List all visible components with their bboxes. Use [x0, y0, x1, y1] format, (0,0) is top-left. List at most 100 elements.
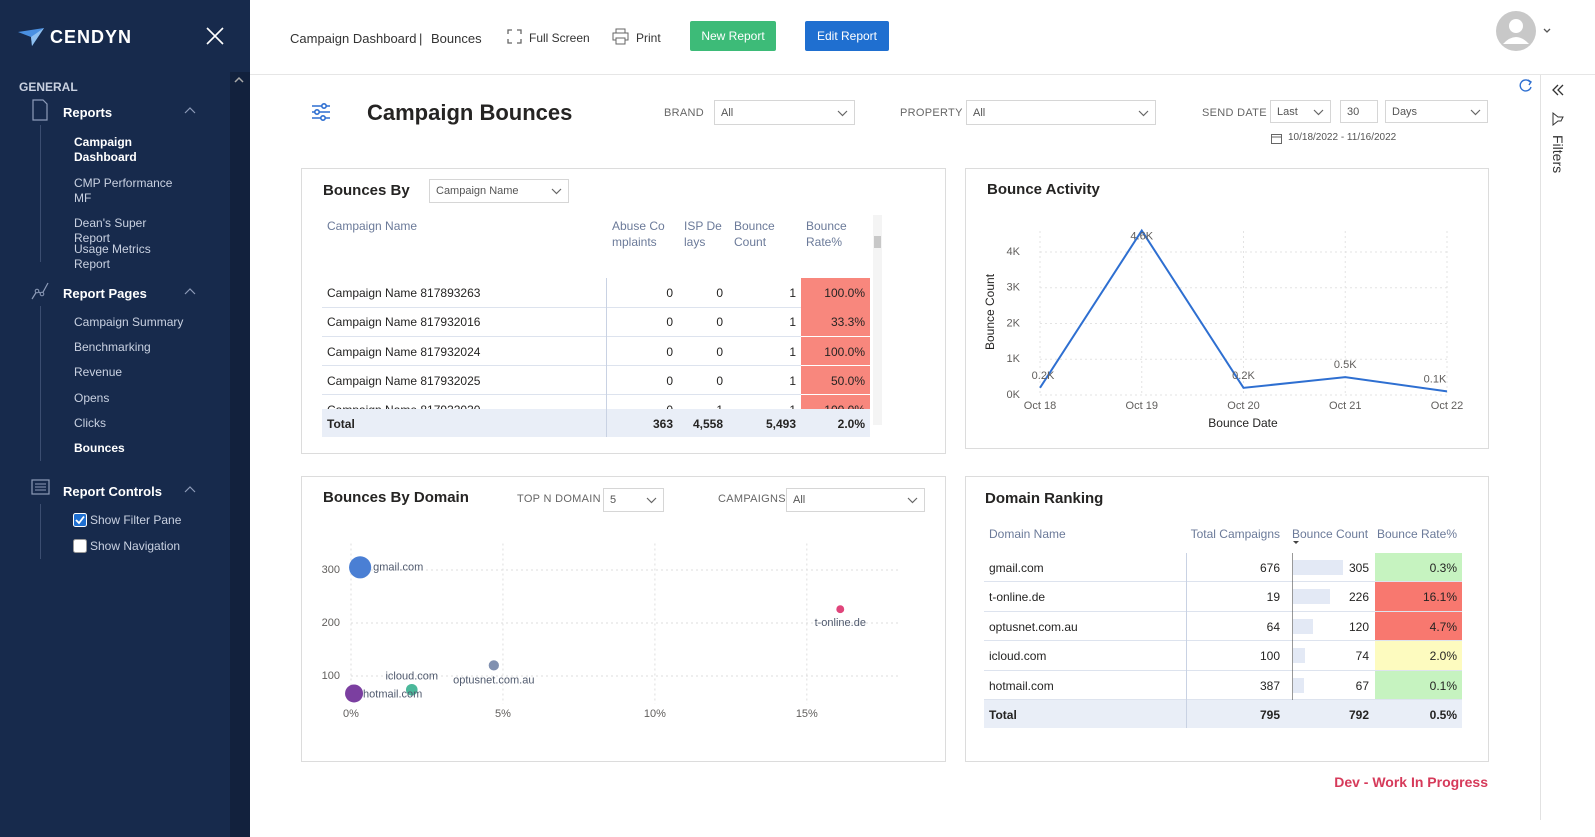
table-cell: Campaign Name 817893263 [327, 286, 481, 300]
table-cell: 0 [716, 315, 723, 330]
table-cell: 387 [1259, 678, 1280, 693]
print-button[interactable]: Print [636, 31, 661, 45]
checkbox-label[interactable]: Show Navigation [90, 539, 181, 553]
close-button[interactable] [206, 27, 224, 45]
nav-item[interactable]: Dean's Super Report [74, 216, 147, 245]
group-header[interactable]: Reports [63, 105, 113, 120]
table-cell: 16.1% [1422, 590, 1457, 605]
tree-line [40, 125, 41, 262]
property-label: PROPERTY [900, 107, 963, 119]
nav-item[interactable]: Opens [74, 391, 110, 405]
table-cell: 305 [1348, 561, 1369, 575]
nav-item[interactable]: Campaign Dashboard [74, 135, 137, 164]
table-cell: 19 [1266, 590, 1280, 605]
column-header[interactable]: ISP Delays [684, 219, 722, 249]
rate-cell [801, 365, 870, 395]
table-cell: optusnet.com.au [989, 619, 1078, 634]
table-cell: 676 [1259, 561, 1280, 575]
column-divider [1292, 553, 1293, 700]
nav-item[interactable]: Revenue [74, 365, 123, 379]
table-cell: 226 [1348, 590, 1369, 605]
collapse-chevron[interactable] [184, 107, 196, 115]
column-header[interactable]: Campaign Name [327, 219, 418, 233]
group-header[interactable]: Report Controls [63, 484, 162, 499]
chevron [646, 497, 657, 504]
filter-rail[interactable] [1540, 75, 1568, 820]
top-n-select[interactable]: 5 [603, 488, 664, 512]
column-header[interactable]: Bounce Rate% [806, 219, 847, 249]
nav-item[interactable]: Bounces [74, 441, 125, 455]
data-bar [1293, 677, 1304, 693]
column-header[interactable]: Abuse Complaints [612, 219, 665, 249]
card-title: Bounce Activity [987, 181, 1100, 198]
fullscreen-button[interactable]: Full Screen [529, 31, 590, 45]
print-icon [612, 28, 629, 45]
column-header[interactable]: Total Campaigns [1190, 527, 1280, 541]
data-bar [1293, 648, 1306, 664]
table-cell: hotmail.com [989, 678, 1054, 693]
table-cell: 2.0% [1429, 649, 1457, 664]
refresh-icon[interactable] [1518, 78, 1534, 94]
group-by-select[interactable]: Campaign Name [429, 179, 569, 203]
column-header[interactable]: Domain Name [989, 527, 1066, 541]
table-cell: icloud.com [989, 649, 1047, 664]
table-cell: 0.3% [1429, 561, 1457, 575]
total-cell: 5,493 [765, 417, 796, 431]
checkbox-checked[interactable] [73, 513, 87, 527]
table-cell: 1 [789, 286, 796, 300]
collapse-chevron[interactable] [184, 486, 196, 494]
group-header[interactable]: Report Pages [63, 286, 147, 301]
checkbox-label[interactable]: Show Filter Pane [90, 513, 182, 527]
table-cell: 0 [666, 344, 673, 359]
date-range: 10/18/2022 - 11/16/2022 [1288, 132, 1397, 143]
fullscreen-icon [507, 29, 522, 44]
table-cell: 0 [716, 286, 723, 300]
campaigns-select[interactable]: All [786, 488, 925, 512]
count-input[interactable]: 30 [1340, 100, 1378, 123]
column-header[interactable]: Bounce Count [734, 219, 775, 249]
nav-item[interactable]: Campaign Summary [74, 315, 184, 329]
nav-item[interactable]: Benchmarking [74, 340, 151, 354]
row-divider [984, 640, 1462, 642]
unit-select[interactable]: Days [1385, 100, 1488, 123]
collapse-chevron[interactable] [184, 288, 196, 296]
card-title: Bounces By [323, 182, 410, 199]
row-divider [984, 610, 1462, 612]
property-value: All [973, 106, 986, 119]
nav-item[interactable]: Usage Metrics Report [74, 242, 151, 271]
column-header[interactable]: Bounce Count [1292, 527, 1369, 541]
edit-report-button[interactable]: Edit Report [805, 21, 889, 51]
table-cell: 0 [613, 403, 673, 409]
table-cell: 74 [1355, 649, 1369, 664]
table-cell: 0 [716, 344, 723, 359]
breadcrumb-root[interactable]: Campaign Dashboard [290, 31, 417, 46]
table-cell: Campaign Name 817932030 [327, 403, 480, 409]
new-report-button[interactable]: New Report [690, 21, 776, 51]
total-cell: Total [327, 417, 355, 431]
nav-item[interactable]: Clicks [74, 416, 106, 430]
scroll-thumb [874, 236, 881, 248]
property-select[interactable]: All [966, 100, 1156, 125]
tree-line [40, 306, 41, 461]
column-divider [606, 409, 607, 437]
total-cell: Total [989, 708, 1017, 722]
data-bar [1293, 589, 1331, 605]
table-cell: 100.0% [805, 403, 865, 409]
brand-select[interactable]: All [714, 100, 855, 125]
chevron [1313, 109, 1324, 115]
breadcrumb-current: Bounces [431, 31, 482, 46]
logo: CENDYN [50, 27, 133, 47]
period-select[interactable]: Last [1270, 100, 1331, 123]
table-cell: 33.3% [830, 315, 865, 330]
settings-icon[interactable] [311, 102, 331, 122]
checkbox-unchecked[interactable] [73, 539, 87, 553]
scroll-up[interactable] [233, 75, 245, 85]
brand-label: BRAND [664, 107, 705, 119]
table-scrollbar[interactable] [873, 215, 882, 425]
chevron [1138, 110, 1149, 116]
nav-item[interactable]: CMP Performance MF [74, 176, 173, 205]
filters-label[interactable]: Filters [1550, 135, 1566, 174]
table-cell: 0 [716, 373, 723, 388]
column-header[interactable]: Bounce Rate% [1376, 527, 1457, 541]
user-avatar[interactable] [1495, 10, 1555, 52]
